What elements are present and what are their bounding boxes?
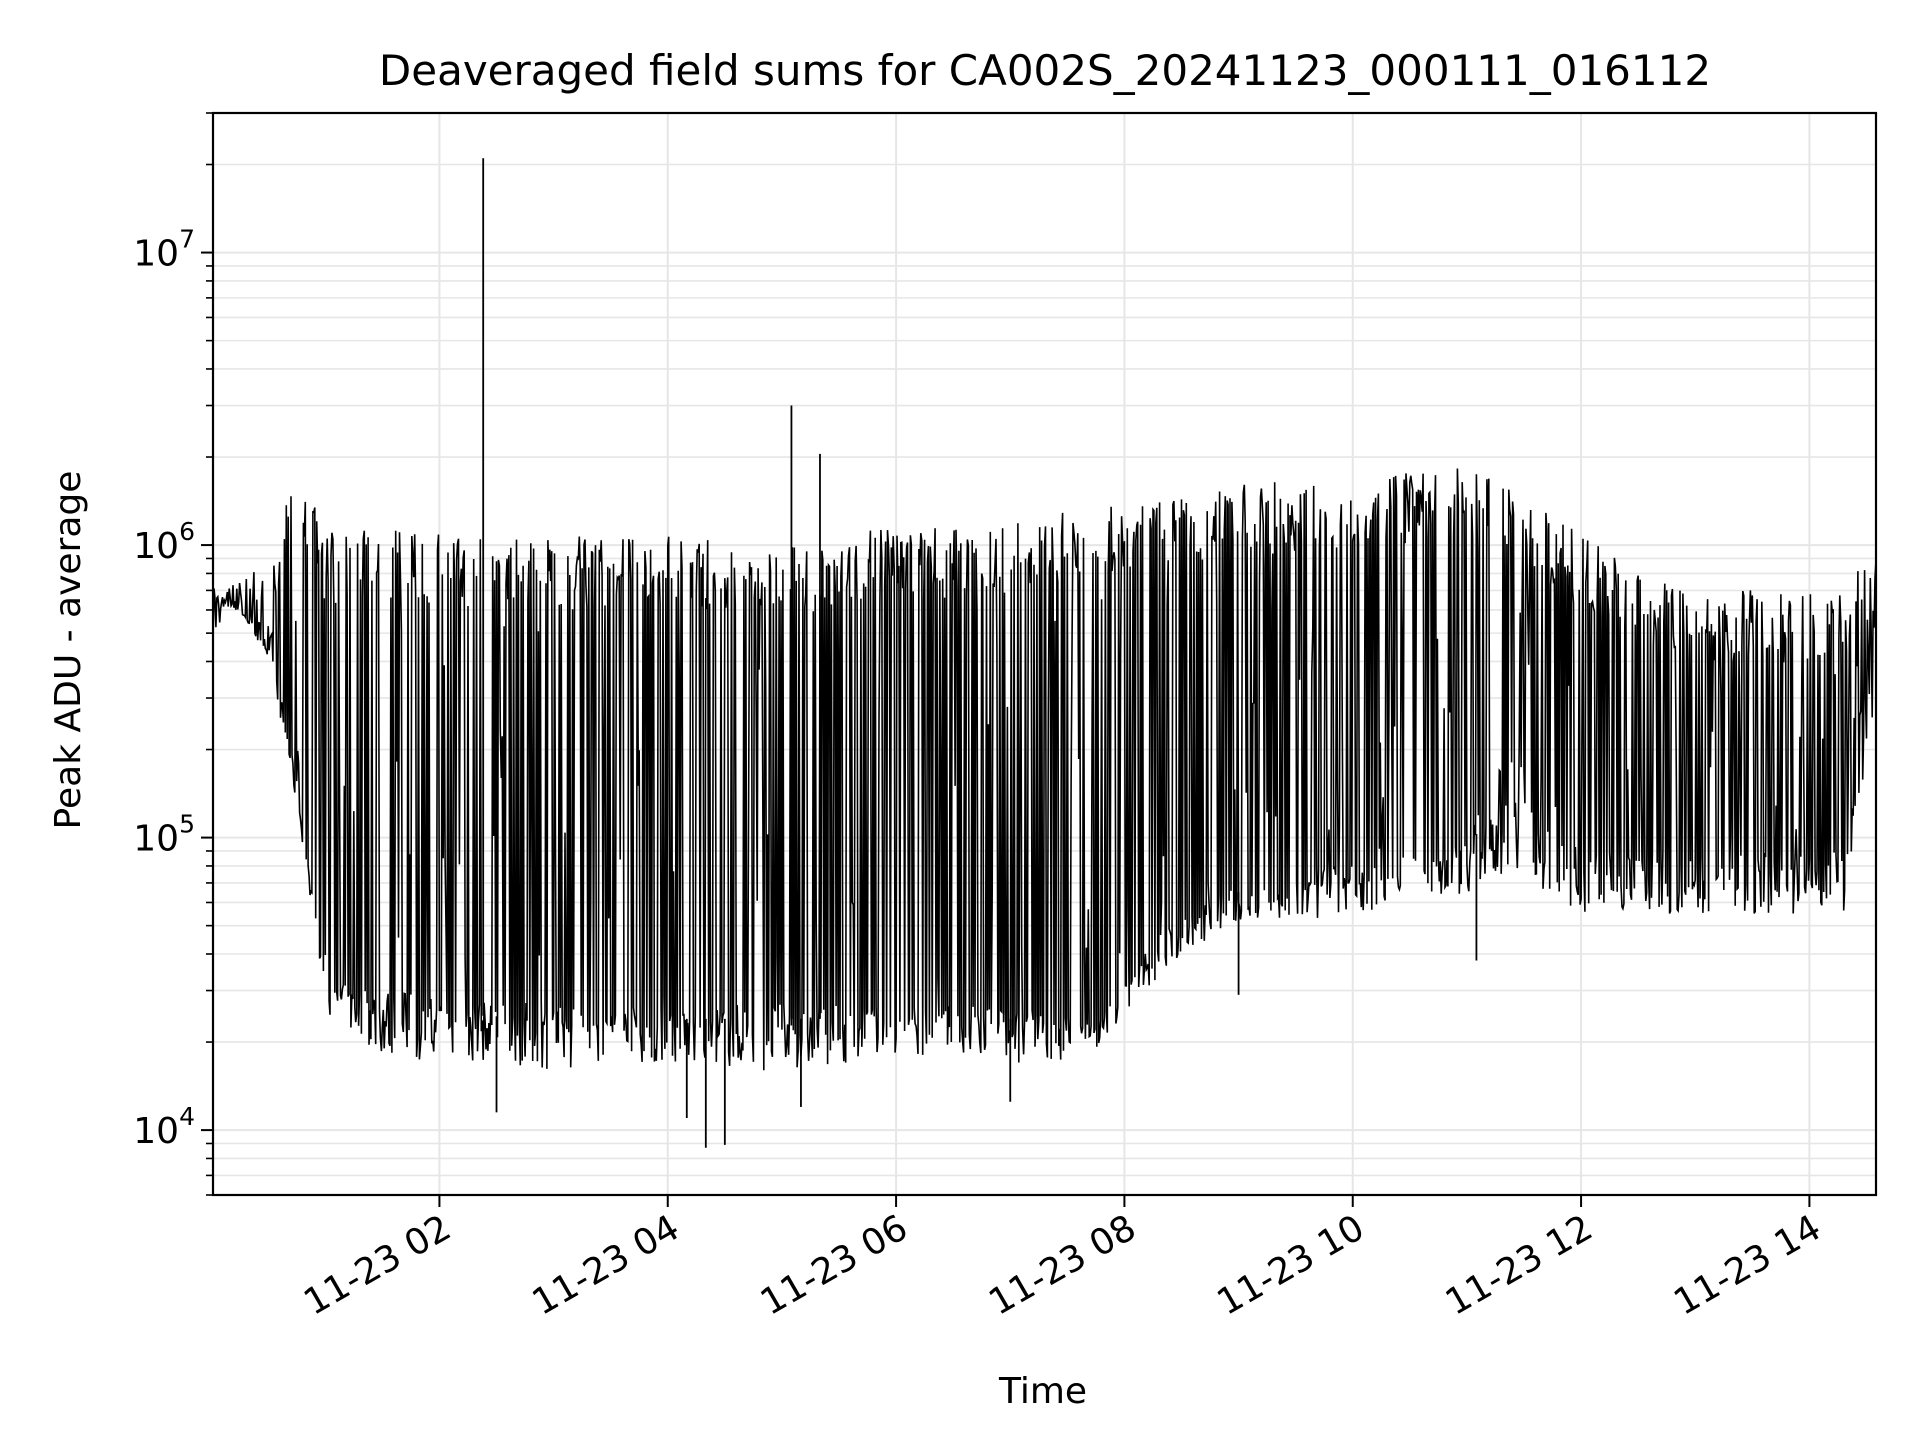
y-tick-label: 105 — [133, 810, 195, 860]
x-tick-label: 11-23 02 — [297, 1207, 458, 1323]
y-tick-label: 104 — [133, 1102, 195, 1152]
x-tick-label: 11-23 12 — [1439, 1207, 1600, 1323]
y-tick-label: 107 — [133, 225, 195, 275]
x-tick-label: 11-23 06 — [754, 1207, 915, 1323]
x-tick-label: 11-23 08 — [982, 1207, 1143, 1323]
x-tick-label: 11-23 14 — [1667, 1207, 1828, 1323]
chart-title: Deaveraged field sums for CA002S_2024112… — [379, 46, 1711, 95]
x-tick-label: 11-23 10 — [1211, 1207, 1372, 1323]
x-tick-label: 11-23 04 — [526, 1207, 687, 1323]
x-axis-label: Time — [998, 1371, 1087, 1412]
y-tick-label: 106 — [133, 517, 195, 567]
series-path — [212, 468, 1877, 1071]
plot-frame — [211, 111, 1878, 1197]
x-axis-ticks: 11-23 02 11-23 04 11-23 06 11-23 08 11-23 10… — [297, 1195, 1828, 1324]
series-line — [212, 158, 1877, 1148]
y-axis-ticks: 104 105 106 107 — [133, 112, 213, 1196]
y-axis-label: Peak ADU - average — [48, 471, 89, 830]
